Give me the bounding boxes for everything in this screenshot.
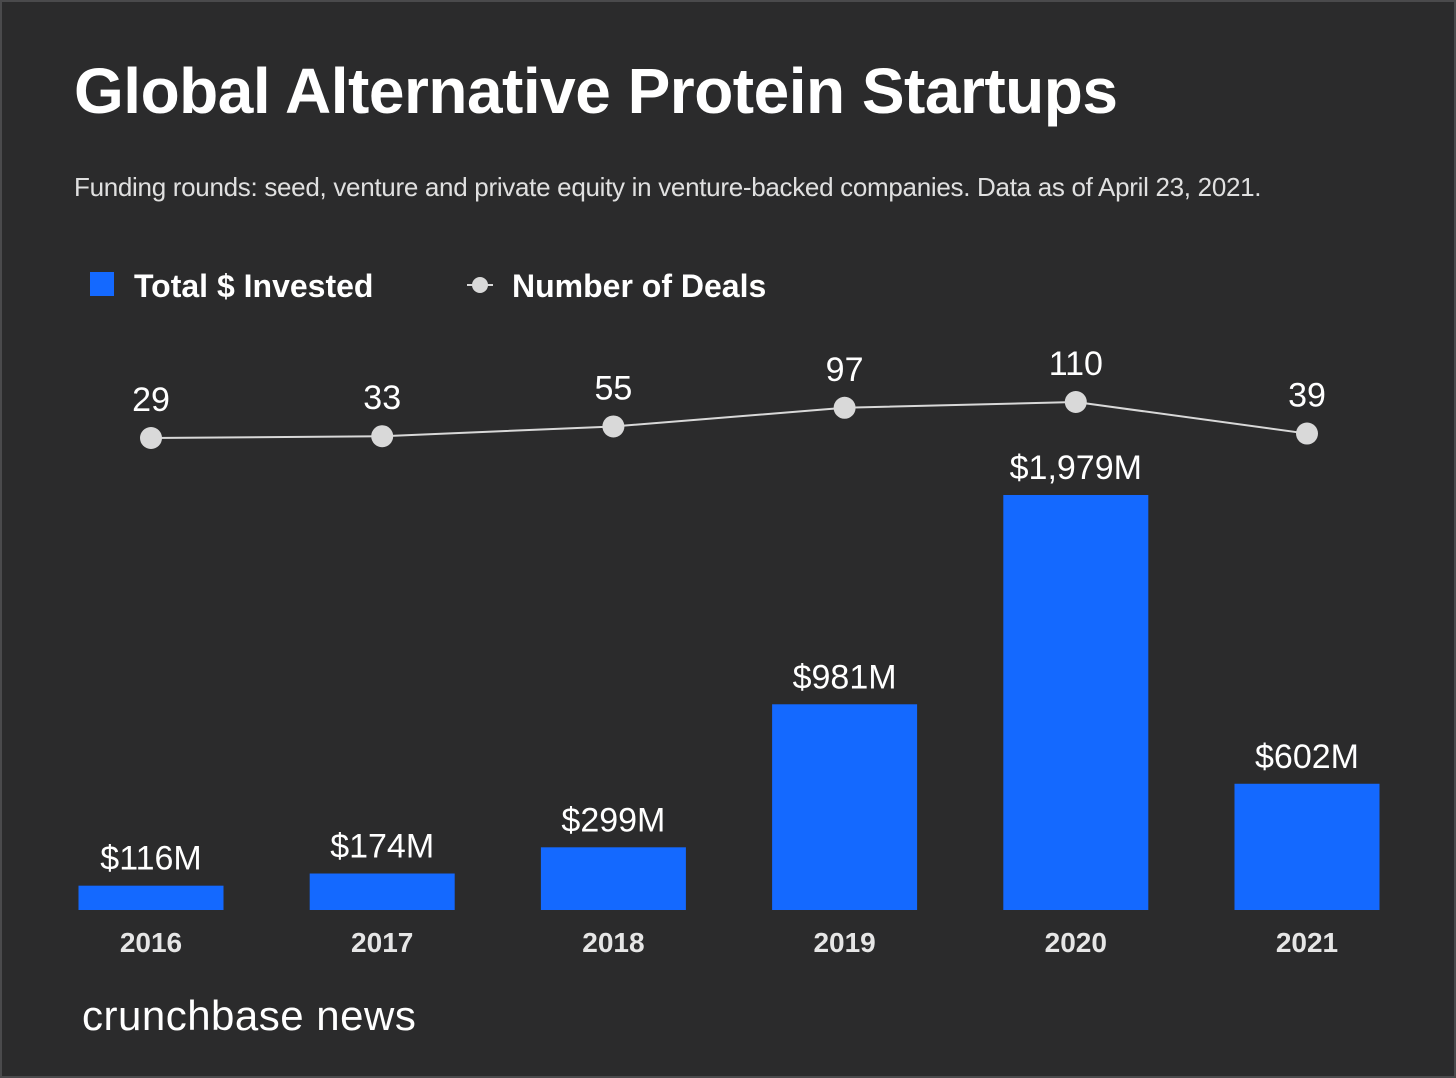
- x-tick-label-2019: 2019: [813, 927, 875, 958]
- bar-value-label-2019: $981M: [793, 658, 897, 696]
- deals-line: [150, 400, 1308, 439]
- x-tick-label-2017: 2017: [351, 927, 413, 958]
- deals-point-2021: [1296, 422, 1318, 445]
- deals-point-2019: [833, 396, 856, 419]
- bar-2016: [78, 885, 224, 910]
- plot-area: $116M 2016 $174M 2017 $299M 2018 $981M 2019 $1,9…: [78, 345, 1380, 958]
- deals-point-2017: [371, 425, 394, 448]
- legend: Total $ Invested Number of Deals: [90, 268, 766, 304]
- bar-value-label-2021: $602M: [1255, 738, 1359, 776]
- deals-point-2016: [140, 427, 162, 449]
- deals-point-2018: [602, 415, 625, 438]
- x-tick-label-2020: 2020: [1045, 927, 1107, 958]
- bar-2019: [772, 704, 918, 910]
- deals-point-2020: [1064, 391, 1087, 413]
- bar-value-label-2017: $174M: [330, 828, 434, 866]
- deals-value-label-2016: 29: [132, 381, 170, 419]
- bar-2021: [1234, 783, 1380, 910]
- legend-bar-label: Total $ Invested: [134, 268, 373, 304]
- bar-2018: [540, 847, 686, 910]
- deals-value-label-2020: 110: [1049, 345, 1103, 383]
- chart-title: Global Alternative Protein Startups: [74, 55, 1118, 127]
- bar-2017: [309, 873, 455, 910]
- deals-value-label-2021: 39: [1288, 377, 1326, 415]
- deals-value-label-2018: 55: [594, 369, 632, 407]
- chart-subtitle: Funding rounds: seed, venture and privat…: [74, 172, 1262, 202]
- deals-value-label-2019: 97: [826, 351, 864, 389]
- deals-value-label-2017: 33: [363, 379, 401, 417]
- bar-value-label-2020: $1,979M: [1010, 449, 1142, 487]
- legend-line-label: Number of Deals: [512, 268, 766, 304]
- bar-value-label-2018: $299M: [561, 801, 665, 839]
- x-tick-label-2016: 2016: [120, 927, 182, 958]
- legend-line-marker: [472, 277, 488, 293]
- legend-bar-swatch: [90, 272, 114, 296]
- bar-2020: [1003, 495, 1149, 910]
- x-tick-label-2021: 2021: [1276, 927, 1338, 958]
- bar-value-label-2016: $116M: [100, 840, 201, 878]
- brand-logo-text: crunchbase news: [82, 992, 417, 1039]
- x-tick-label-2018: 2018: [582, 927, 644, 958]
